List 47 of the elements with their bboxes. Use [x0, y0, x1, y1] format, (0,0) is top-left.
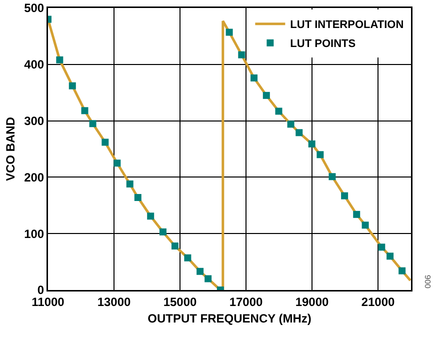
point	[204, 275, 212, 282]
y-tick-label: 400	[24, 58, 44, 72]
point	[134, 194, 142, 201]
x-tick-label: 21000	[361, 294, 396, 309]
point	[184, 254, 192, 262]
y-axis-title: VCO BAND	[4, 116, 18, 182]
point	[341, 192, 348, 200]
point	[353, 210, 360, 218]
x-tick-label: 15000	[163, 294, 198, 309]
point	[398, 267, 406, 274]
y-tick-label: 100	[24, 226, 44, 241]
point	[226, 28, 233, 36]
point	[308, 140, 316, 148]
point	[296, 129, 303, 136]
point	[378, 244, 386, 251]
x-tick-label: 11000	[32, 294, 65, 309]
point	[316, 151, 324, 158]
point	[126, 180, 134, 188]
point	[171, 242, 178, 250]
point	[196, 268, 204, 275]
point	[238, 51, 246, 58]
legend-label: LUT INTERPOLATION	[290, 19, 404, 32]
point	[147, 212, 154, 220]
point	[250, 74, 258, 82]
point	[56, 56, 64, 64]
x-tick-label: 17000	[229, 294, 264, 309]
point	[275, 108, 282, 115]
point	[81, 107, 88, 114]
point	[114, 160, 121, 167]
point	[328, 173, 336, 180]
point	[159, 228, 166, 236]
text: 006	[423, 274, 432, 288]
legend-label: LUT POINTS	[290, 38, 356, 50]
point	[68, 82, 76, 90]
y-tick-label: 200	[24, 170, 44, 184]
point	[262, 92, 270, 99]
x-axis-title: OUTPUT FREQUENCY (MHz)	[148, 312, 312, 326]
point	[102, 138, 109, 146]
x-tick-label: 19000	[295, 294, 330, 309]
y-tick-label: 0	[37, 283, 44, 298]
y-tick-label: 500	[24, 1, 44, 16]
x-tick-label: 13000	[97, 294, 132, 309]
y-tick-label: 300	[24, 114, 44, 128]
point	[287, 120, 294, 128]
point	[362, 222, 369, 229]
point	[386, 252, 394, 260]
point	[89, 120, 96, 128]
